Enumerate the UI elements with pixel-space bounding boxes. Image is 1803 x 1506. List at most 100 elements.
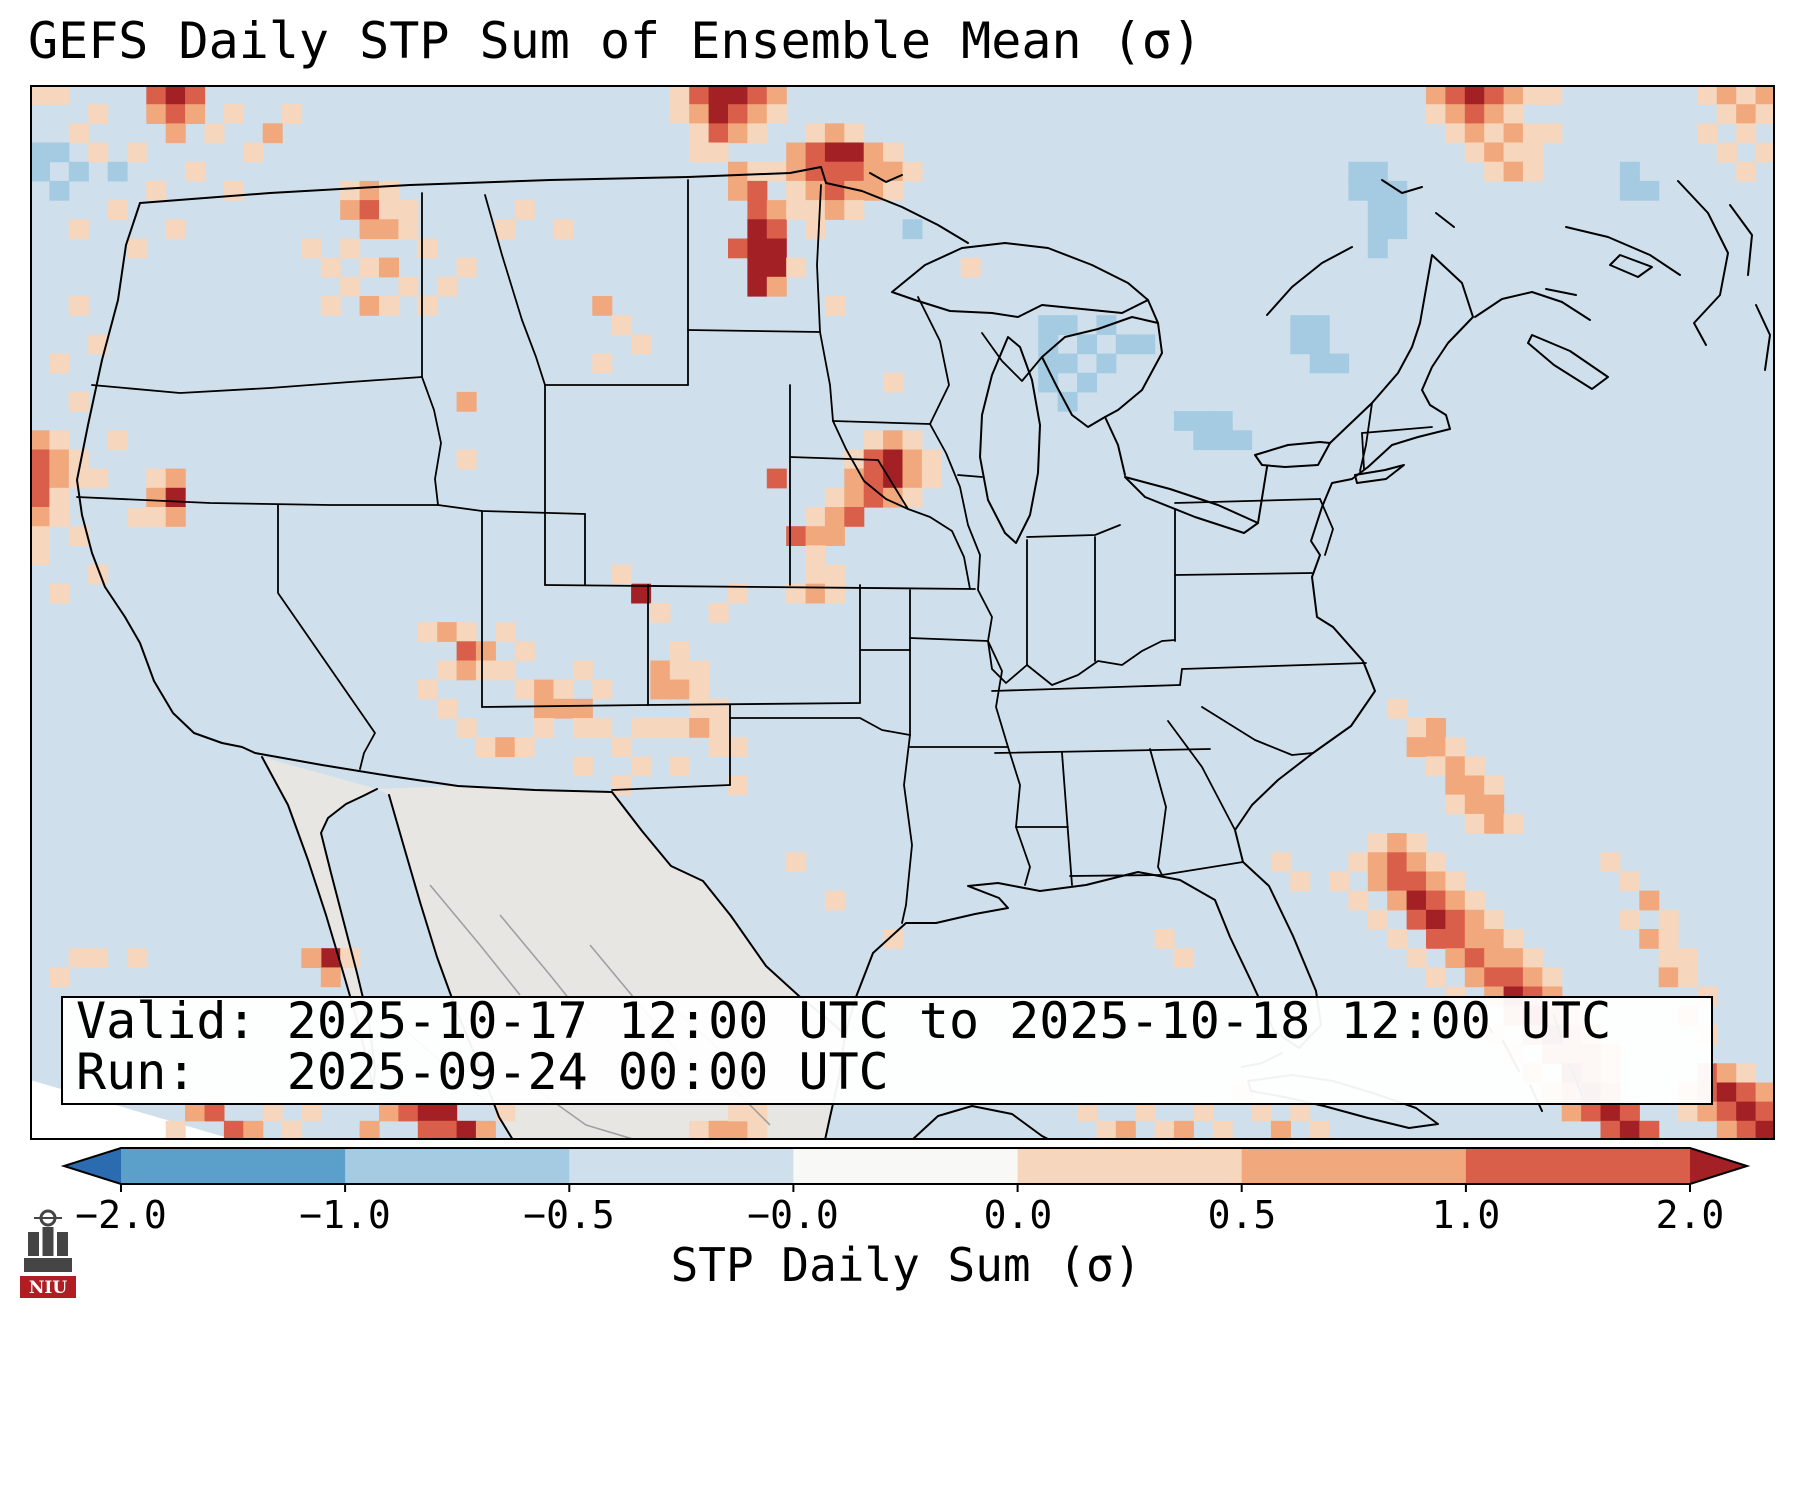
colorbar-tick-label: 0.0 bbox=[983, 1193, 1053, 1237]
heatmap-cell bbox=[1193, 430, 1214, 451]
heatmap-cell bbox=[1445, 123, 1466, 144]
heatmap-cell bbox=[572, 756, 593, 777]
heatmap-cell bbox=[514, 641, 535, 662]
heatmap-cell bbox=[1406, 852, 1427, 873]
heatmap-cell bbox=[107, 430, 128, 451]
heatmap-cell bbox=[592, 718, 613, 738]
heatmap-cell bbox=[669, 660, 690, 681]
heatmap-cell bbox=[631, 334, 652, 355]
heatmap-cell bbox=[1522, 161, 1543, 182]
heatmap-cell bbox=[747, 257, 768, 278]
heatmap-cell bbox=[805, 219, 826, 240]
heatmap-cell bbox=[437, 1120, 458, 1140]
heatmap-cell bbox=[883, 142, 904, 163]
heatmap-cell bbox=[1736, 85, 1757, 105]
heatmap-cell bbox=[456, 641, 477, 662]
heatmap-cell bbox=[1503, 161, 1524, 182]
heatmap-cell bbox=[1173, 1120, 1194, 1140]
heatmap-cell bbox=[592, 679, 613, 700]
heatmap-cell bbox=[126, 238, 147, 259]
heatmap-cell bbox=[1464, 756, 1485, 777]
heatmap-cell bbox=[88, 104, 109, 124]
heatmap-cell bbox=[844, 507, 865, 527]
heatmap-cell bbox=[1426, 909, 1446, 930]
heatmap-cell bbox=[1503, 85, 1524, 105]
heatmap-cell bbox=[379, 296, 399, 316]
heatmap-cell bbox=[49, 85, 70, 105]
heatmap-cell bbox=[805, 526, 826, 546]
heatmap-cell bbox=[68, 123, 89, 144]
conus-map: Valid: 2025-10-17 12:00 UTC to 2025-10-1… bbox=[30, 85, 1775, 1140]
heatmap-cell bbox=[340, 180, 361, 201]
heatmap-cell bbox=[165, 123, 186, 144]
heatmap-cell bbox=[844, 161, 865, 182]
heatmap-cell bbox=[786, 257, 807, 278]
heatmap-cell bbox=[611, 737, 632, 757]
heatmap-cell bbox=[514, 200, 535, 220]
heatmap-cell bbox=[359, 200, 380, 220]
heatmap-cell bbox=[1464, 85, 1485, 105]
heatmap-cell bbox=[1038, 334, 1059, 355]
heatmap-cell bbox=[1639, 890, 1660, 911]
heatmap-cell bbox=[1522, 967, 1543, 988]
heatmap-cell bbox=[863, 142, 884, 163]
heatmap-cell bbox=[185, 104, 206, 124]
heatmap-cell bbox=[1290, 334, 1311, 355]
heatmap-cell bbox=[379, 200, 399, 220]
heatmap-cell bbox=[1367, 909, 1388, 930]
validity-info-box: Valid: 2025-10-17 12:00 UTC to 2025-10-1… bbox=[61, 992, 1713, 1105]
heatmap-cell bbox=[475, 1120, 496, 1140]
heatmap-cell bbox=[146, 468, 167, 489]
heatmap-cell bbox=[1678, 967, 1699, 988]
heatmap-cell bbox=[437, 698, 458, 719]
heatmap-cell bbox=[417, 1101, 438, 1122]
heatmap-cell bbox=[534, 679, 555, 700]
heatmap-cell bbox=[1426, 756, 1446, 777]
heatmap-cell bbox=[1658, 967, 1679, 988]
heatmap-cell bbox=[1270, 1120, 1291, 1140]
heatmap-cell bbox=[1755, 1082, 1775, 1103]
heatmap-cell bbox=[844, 123, 865, 144]
heatmap-cell bbox=[1658, 948, 1679, 968]
heatmap-cell bbox=[1736, 104, 1757, 124]
heatmap-cell bbox=[456, 391, 477, 412]
heatmap-cell bbox=[1619, 909, 1640, 930]
heatmap-cell bbox=[1697, 123, 1718, 144]
heatmap-cell bbox=[68, 161, 89, 182]
heatmap-cell bbox=[1464, 142, 1485, 163]
heatmap-cell bbox=[1716, 142, 1737, 163]
heatmap-cell bbox=[805, 123, 826, 144]
heatmap-cell bbox=[611, 564, 632, 585]
heatmap-cell bbox=[379, 257, 399, 278]
heatmap-cell bbox=[340, 276, 361, 297]
heatmap-cell bbox=[824, 123, 845, 144]
heatmap-cell bbox=[1464, 813, 1485, 834]
heatmap-cell bbox=[863, 161, 884, 182]
heatmap-cell bbox=[1755, 1120, 1775, 1140]
heatmap-cell bbox=[1484, 929, 1505, 949]
heatmap-cell bbox=[126, 948, 147, 968]
colorbar-segment bbox=[1017, 1148, 1243, 1184]
heatmap-cell bbox=[1464, 967, 1485, 988]
heatmap-cell bbox=[1522, 85, 1543, 105]
heatmap-cell bbox=[844, 142, 865, 163]
heatmap-cell bbox=[146, 85, 167, 105]
heatmap-cell bbox=[592, 296, 613, 316]
heatmap-cell bbox=[1619, 1120, 1640, 1140]
colorbar-segment bbox=[345, 1148, 570, 1184]
heatmap-cell bbox=[1290, 871, 1311, 892]
heatmap-cell bbox=[1367, 238, 1388, 259]
heatmap-cell bbox=[49, 180, 70, 201]
heatmap-cell bbox=[1406, 871, 1427, 892]
heatmap-cell bbox=[1387, 929, 1408, 949]
heatmap-cell bbox=[398, 200, 419, 220]
heatmap-cell bbox=[708, 1120, 729, 1140]
heatmap-cell bbox=[88, 468, 109, 489]
heatmap-cell bbox=[728, 123, 748, 144]
heatmap-cell bbox=[1464, 104, 1485, 124]
colorbar-axis-label: STP Daily Sum (σ) bbox=[670, 1238, 1142, 1292]
heatmap-cell bbox=[1464, 890, 1485, 911]
heatmap-cell bbox=[1232, 430, 1253, 451]
heatmap-cell bbox=[1406, 737, 1427, 757]
heatmap-cell bbox=[728, 180, 748, 201]
